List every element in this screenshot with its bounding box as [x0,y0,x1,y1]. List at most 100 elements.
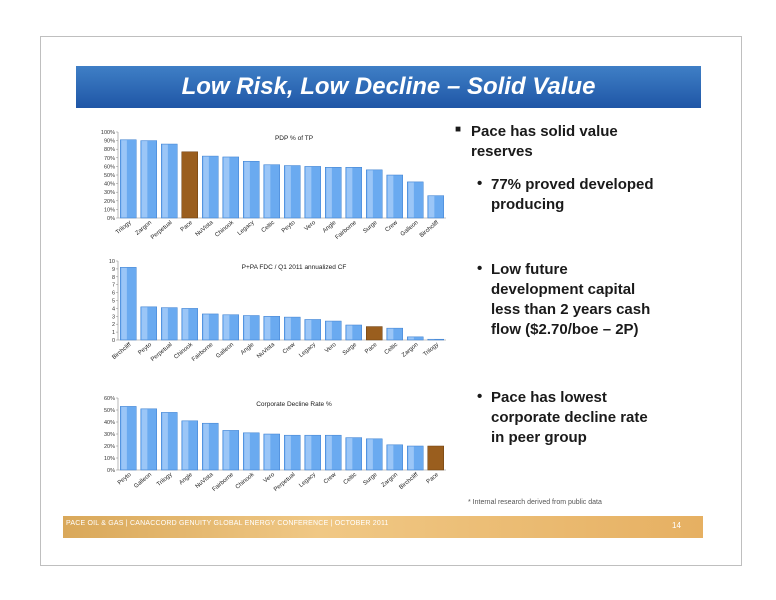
title-banner [76,66,701,108]
x-category-label: Celtic [261,220,276,234]
bullet-sub3-line-3: in peer group [491,429,587,446]
y-tick-label: 40% [104,182,115,188]
page-number: 14 [672,521,681,530]
y-tick-label: 4 [112,306,115,312]
bar-pace [366,326,383,341]
y-tick-label: 50% [104,173,115,179]
bar-shine [305,166,312,218]
bar-shine [285,166,291,218]
x-category-label: Pace [364,342,379,356]
y-tick-label: 20% [104,444,115,450]
y-tick-label: 50% [104,408,115,414]
x-category-label: Galleon [215,342,235,360]
bar-shine [428,196,435,218]
bar-shine [162,144,168,218]
bar-shine [408,446,414,470]
bullet-sub3-line-2: corporate decline rate [491,409,648,426]
x-category-label: Crew [282,342,297,356]
x-category-label: Vero [324,342,338,355]
x-category-label: Birchcliff [111,342,132,361]
bar-shine [223,315,230,340]
x-category-label: NuVista [195,220,215,238]
x-category-label: Crew [384,220,399,234]
footer-bar [63,516,703,538]
chart-title: Corporate Decline Rate % [256,401,332,408]
bar-shine [408,182,414,218]
bar-shine [367,439,373,470]
x-category-label: Surge [362,472,379,487]
x-category-label: Surge [342,342,359,357]
bar-shine [244,433,250,470]
x-category-label: Perpetual [150,342,174,363]
x-category-label: NuVista [256,342,276,360]
x-category-label: Peyto [281,220,297,235]
bar-shine [285,317,291,340]
y-tick-label: 5 [112,299,115,305]
bullet-sub3-line-1: Pace has lowest [491,389,607,406]
y-tick-label: 7 [112,283,115,289]
x-category-label: Zargon [381,472,399,489]
x-category-label: Galleon [400,220,420,238]
x-category-label: Birchcliff [398,472,419,491]
bar-shine [162,412,168,470]
bar-shine [346,438,353,470]
y-tick-label: 0% [107,468,115,474]
bar-shine [305,435,312,470]
x-category-label: Surge [362,220,379,235]
x-category-label: Trilogy [423,342,440,358]
bar-shine [121,406,127,470]
y-tick-label: 100% [101,130,115,136]
y-tick-label: 60% [104,164,115,170]
x-category-label: Angle [240,342,256,357]
x-category-label: Celtic [343,472,358,486]
y-tick-label: 40% [104,420,115,426]
y-tick-label: 30% [104,432,115,438]
y-tick-label: 30% [104,190,115,196]
bar-pace [181,151,198,219]
x-category-label: Legacy [298,342,317,359]
x-category-label: Perpetual [273,472,297,493]
bar-shine [121,267,127,340]
bar-shine [387,175,394,218]
bullet-sub2-line-3: less than 2 years cash [491,301,651,318]
bar-shine [264,434,271,470]
x-category-label: Pace [180,220,195,234]
bar-shine [141,141,148,218]
dot-bullet-icon: • [477,175,483,192]
bar-celtic [386,327,403,341]
bar-shine [264,316,271,340]
bar-shine [326,321,332,340]
bar-shine [203,314,209,340]
x-category-label: Trilogy [115,220,132,236]
footnote: * Internal research derived from public … [468,499,602,506]
y-tick-label: 10 [109,259,115,265]
dot-bullet-icon: • [477,388,483,405]
bar-shine [285,435,291,470]
bar-shine [203,423,209,470]
bullet-sub2-line-1: Low future [491,261,568,278]
x-category-label: Vero [263,472,277,485]
y-tick-label: 60% [104,396,115,402]
y-tick-label: 8 [112,275,115,281]
x-category-label: Fairborne [212,472,236,494]
chart-3: 0% 10% 20% 30% 40% 50% 60% Corporate Decline Ra… [104,396,446,493]
y-tick-label: 10% [104,456,115,462]
bar-pace [427,445,444,471]
chart-title: P+PA FDC / Q1 2011 annualized CF [242,264,347,271]
bar-zargon [407,336,424,341]
bar-shine [346,325,353,340]
x-category-label: Galleon [133,472,153,490]
x-category-label: Peyto [117,472,133,487]
bar-shine [182,308,189,340]
bullet-sub2-line-4: flow ($2.70/boe – 2P) [491,321,639,338]
bullet-main-line-1: Pace has solid value [471,123,618,140]
x-category-label: Trilogy [156,472,173,488]
y-tick-label: 70% [104,156,115,162]
bar-shine [264,165,271,218]
bar-shine [203,156,209,218]
x-category-label: Chinook [214,219,235,238]
bar-shine [244,316,250,340]
x-category-label: Peyto [137,342,153,357]
bar-trilogy [427,338,444,341]
